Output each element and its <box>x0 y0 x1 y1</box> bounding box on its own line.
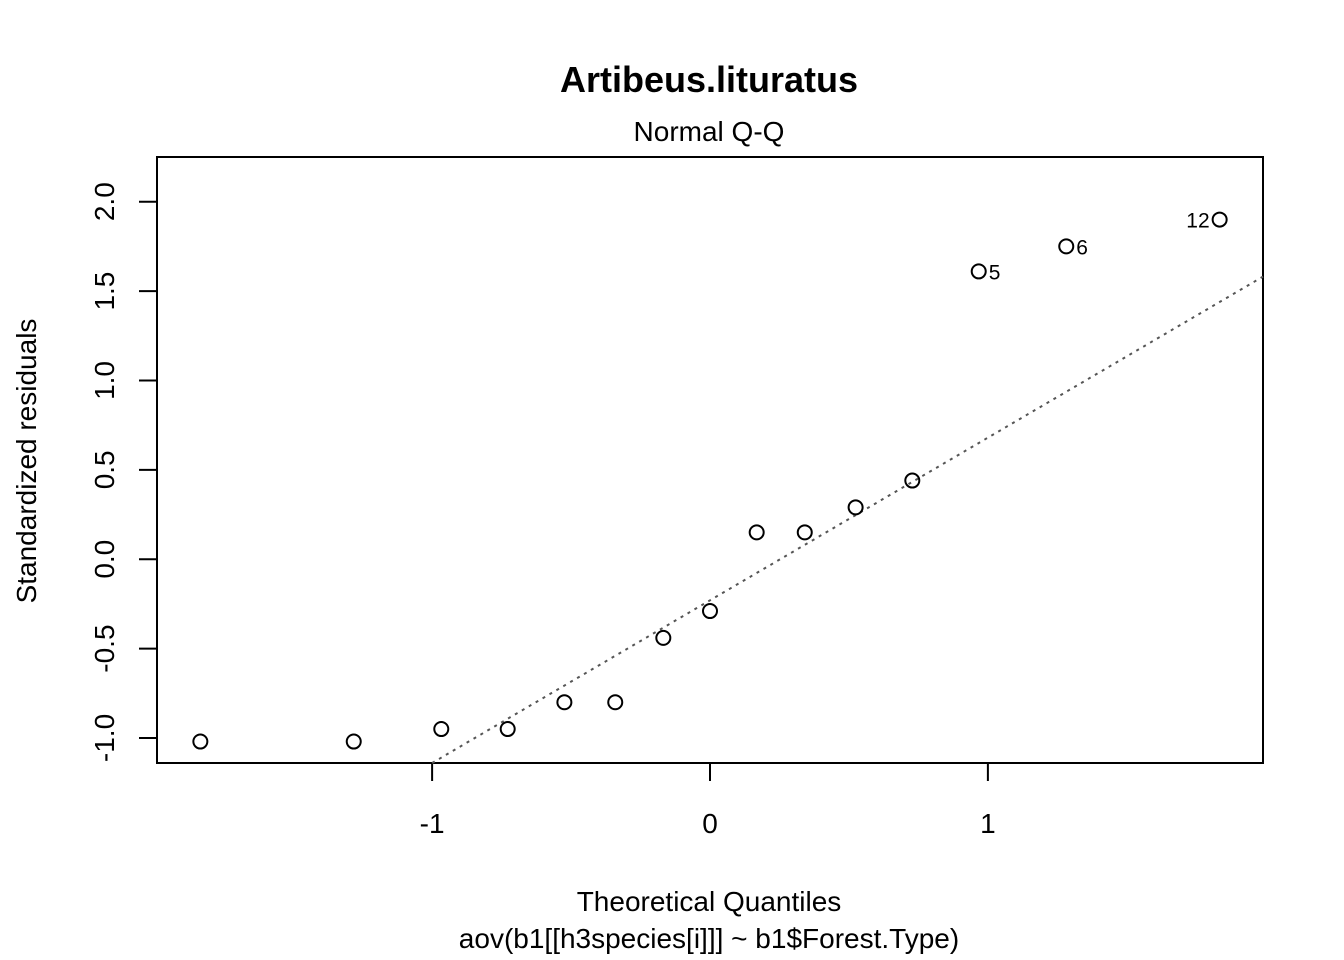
data-point <box>702 603 718 620</box>
y-tick-label: -0.5 <box>89 624 120 672</box>
chart-subtitle: Normal Q-Q <box>634 116 785 147</box>
y-axis-label: Standardized residuals <box>11 319 42 604</box>
data-point <box>1211 211 1228 228</box>
data-point <box>655 629 672 646</box>
reference-line-group <box>431 275 1264 764</box>
x-axis-label: Theoretical Quantiles <box>577 886 842 917</box>
x-tick-label: 0 <box>702 808 718 839</box>
plot-frame <box>156 156 1264 764</box>
data-point <box>607 694 624 711</box>
y-tick-label: 0.5 <box>89 450 120 489</box>
data-point <box>499 721 516 738</box>
data-point <box>796 524 813 541</box>
chart-title: Artibeus.lituratus <box>560 59 858 100</box>
x-axis: -1 0 1 <box>420 762 996 839</box>
y-tick-label: -1.0 <box>89 714 120 762</box>
data-point <box>847 499 864 516</box>
y-tick-label: 0.0 <box>89 540 120 579</box>
data-point <box>904 472 921 489</box>
y-tick-label: 2.0 <box>89 182 120 221</box>
data-point <box>556 694 573 711</box>
point-label: 5 <box>989 261 1001 284</box>
point-label: 6 <box>1076 236 1088 259</box>
data-points: 5 6 12 <box>192 210 1228 750</box>
reference-line <box>431 275 1264 764</box>
data-point <box>433 721 450 738</box>
x-tick-label: 1 <box>980 808 996 839</box>
x-axis-sublabel: aov(b1[[h3species[i]]] ~ b1$Forest.Type) <box>459 923 959 954</box>
point-label: 12 <box>1186 210 1209 233</box>
data-point <box>970 263 987 280</box>
data-point <box>748 524 765 541</box>
data-point <box>192 733 209 750</box>
data-point <box>345 733 362 750</box>
y-axis: -1.0 -0.5 0.0 0.5 1.0 1.5 2.0 <box>89 182 158 762</box>
x-tick-label: -1 <box>420 808 445 839</box>
y-tick-label: 1.5 <box>89 272 120 311</box>
y-tick-label: 1.0 <box>89 361 120 400</box>
data-point <box>1058 238 1075 255</box>
